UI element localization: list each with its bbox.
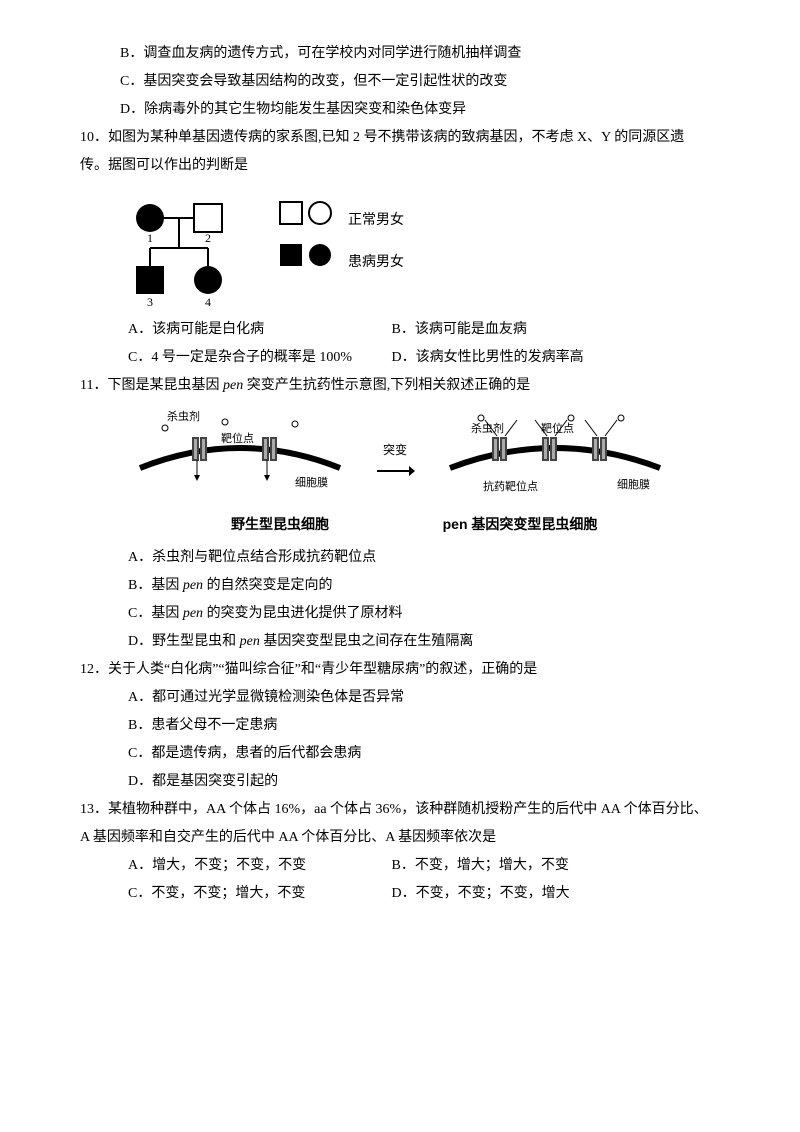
q13-opt-a: A．增大，不变；不变，不变 [128,852,388,880]
q12-opt-d: D．都是基因突变引起的 [80,768,720,796]
svg-text:2: 2 [205,231,211,245]
svg-text:4: 4 [205,295,211,308]
svg-text:细胞膜: 细胞膜 [295,476,328,489]
wildtype-cell-svg: 杀虫剂 靶位点 细胞膜 [135,408,345,508]
q10-opts-row2: C．4 号一定是杂合子的概率是 100% D．该病女性比男性的发病率高 [80,344,720,372]
exam-page: B．调查血友病的遗传方式，可在学校内对同学进行随机抽样调查 C．基因突变会导致基… [0,0,800,1132]
q13-opt-d: D．不变，不变；不变，增大 [392,880,652,908]
prev-opt-d: D．除病毒外的其它生物均能发生基因突变和染色体变异 [80,96,720,124]
q13-opt-c: C．不变，不变；增大，不变 [128,880,388,908]
q13-stem-line2: A 基因频率和自交产生的后代中 AA 个体百分比、A 基因频率依次是 [80,824,720,852]
q11-opt-a: A．杀虫剂与靶位点结合形成抗药靶位点 [80,544,720,572]
svg-text:3: 3 [147,295,153,308]
q10-opt-b: B．该病可能是血友病 [392,316,652,344]
legend-affected-text: 患病男女 [348,242,438,284]
q10-opt-d: D．该病女性比男性的发病率高 [392,344,652,372]
q12-opt-a: A．都可通过光学显微镜检测染色体是否异常 [80,684,720,712]
q11-c-pen: pen [183,606,203,621]
q12-opt-b: B．患者父母不一定患病 [80,712,720,740]
svg-text:抗药靶位点: 抗药靶位点 [483,479,538,493]
svg-text:杀虫剂: 杀虫剂 [167,409,200,423]
q10-pedigree-figure: 1 2 3 4 正常男女 患病男女 [80,188,720,308]
q11-b-pen: pen [183,578,203,593]
q11-b-post: 的自然突变是定向的 [203,578,333,593]
svg-text:靶位点: 靶位点 [221,431,254,445]
q10-stem-line2: 传。据图可以作出的判断是 [80,152,720,180]
q11-stem-pre: 11．下图是某昆虫基因 [80,378,223,393]
svg-text:靶位点: 靶位点 [541,421,574,435]
q11-opt-c: C．基因 pen 的突变为昆虫进化提供了原材料 [80,600,720,628]
q10-stem-line1: 10．如图为某种单基因遗传病的家系图,已知 2 号不携带该病的致病基因，不考虑 … [80,124,720,152]
q11-cap-left: 野生型昆虫细胞 [190,510,370,538]
q11-b-pre: B．基因 [128,578,183,593]
q11-d-pre: D．野生型昆虫和 [128,634,240,649]
q11-captions: 野生型昆虫细胞 pen 基因突变型昆虫细胞 [80,510,720,538]
svg-text:细胞膜: 细胞膜 [617,478,650,491]
q11-d-post: 基因突变型昆虫之间存在生殖隔离 [260,634,474,649]
q13-opt-b: B．不变，增大；增大，不变 [392,852,652,880]
svg-text:1: 1 [147,231,153,245]
prev-opt-c: C．基因突变会导致基因结构的改变，但不一定引起性状的改变 [80,68,720,96]
q11-c-post: 的突变为昆虫进化提供了原材料 [203,606,403,621]
legend-normal-text: 正常男女 [348,200,438,242]
q10-opt-a: A．该病可能是白化病 [128,316,388,344]
q10-opt-c: C．4 号一定是杂合子的概率是 100% [128,344,388,372]
q11-d-pen: pen [240,634,260,649]
prev-opt-b: B．调查血友病的遗传方式，可在学校内对同学进行随机抽样调查 [80,40,720,68]
q11-opt-d: D．野生型昆虫和 pen 基因突变型昆虫之间存在生殖隔离 [80,628,720,656]
q11-stem-pen: pen [223,378,243,393]
q13-stem-line1: 13．某植物种群中，AA 个体占 16%，aa 个体占 36%，该种群随机授粉产… [80,796,720,824]
q11-figure: 杀虫剂 靶位点 细胞膜 突变 杀虫剂 [80,408,720,508]
svg-text:杀虫剂: 杀虫剂 [471,421,504,435]
q11-c-pre: C．基因 [128,606,183,621]
q12-opt-c: C．都是遗传病，患者的后代都会患病 [80,740,720,768]
q11-opt-b: B．基因 pen 的自然突变是定向的 [80,572,720,600]
q11-stem-post: 突变产生抗药性示意图,下列相关叙述正确的是 [243,378,530,393]
mutation-arrow-label: 突变 [383,438,407,462]
q13-opts-row2: C．不变，不变；增大，不变 D．不变，不变；不变，增大 [80,880,720,908]
mutant-cell-svg: 杀虫剂 靶位点 抗药靶位点 细胞膜 [445,408,665,508]
q13-opts-row1: A．增大，不变；不变，不变 B．不变，增大；增大，不变 [80,852,720,880]
q10-opts-row1: A．该病可能是白化病 B．该病可能是血友病 [80,316,720,344]
q12-stem: 12．关于人类“白化病”“猫叫综合征”和“青少年型糖尿病”的叙述，正确的是 [80,656,720,684]
q11-stem: 11．下图是某昆虫基因 pen 突变产生抗药性示意图,下列相关叙述正确的是 [80,372,720,400]
q11-cap-right: pen 基因突变型昆虫细胞 [430,510,610,538]
